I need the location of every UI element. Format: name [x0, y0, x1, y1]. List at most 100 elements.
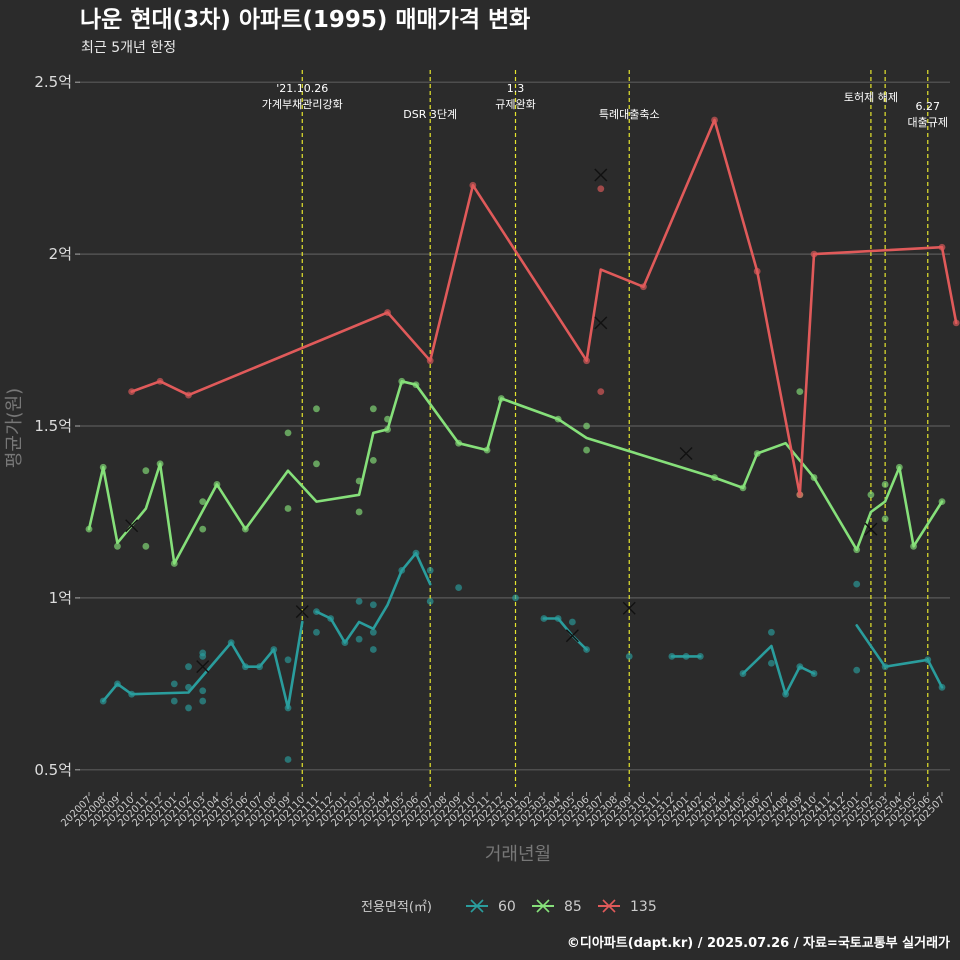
data-point — [128, 690, 136, 698]
data-point — [185, 663, 192, 671]
legend-key-cross — [470, 899, 484, 913]
y-tick-label: 2.5억 — [34, 73, 72, 91]
cross-marker — [594, 168, 608, 182]
data-point — [284, 505, 292, 512]
data-point — [796, 491, 804, 499]
series-line — [741, 644, 816, 696]
data-point — [583, 422, 590, 430]
event-label: 대출규제 — [908, 116, 948, 129]
data-point — [554, 615, 562, 622]
data-point — [156, 377, 164, 385]
cross-marker — [196, 660, 210, 674]
data-point — [313, 608, 320, 616]
data-point — [99, 697, 107, 705]
event-label: 가계부채관리강화 — [262, 98, 343, 111]
data-point — [867, 491, 875, 499]
data-point — [768, 659, 775, 667]
data-point — [455, 584, 463, 591]
data-point — [739, 484, 747, 492]
data-point — [313, 460, 320, 468]
data-point — [597, 388, 605, 396]
data-point — [554, 415, 562, 423]
legend-key-cross — [602, 899, 616, 913]
data-point — [412, 381, 420, 389]
cross-marker — [125, 519, 139, 533]
data-point — [398, 567, 406, 574]
cross-marker — [594, 316, 608, 330]
data-point — [170, 697, 178, 705]
data-point — [711, 116, 718, 124]
data-point — [369, 405, 377, 413]
data-point — [199, 697, 207, 705]
data-point — [810, 670, 818, 677]
x-axis: 2020072020082020092020102020112020122021… — [59, 792, 947, 829]
data-point — [213, 481, 221, 488]
y-tick-label: 1억 — [49, 589, 72, 607]
data-point — [512, 594, 519, 602]
y-tick-label: 0.5억 — [34, 761, 72, 779]
data-point — [99, 463, 107, 471]
data-point — [938, 243, 946, 251]
cross-marker — [679, 447, 693, 460]
data-point — [398, 377, 406, 385]
data-point — [355, 597, 363, 605]
data-point — [170, 560, 178, 567]
data-point — [241, 525, 249, 533]
cross-marker — [864, 522, 878, 536]
series-line — [855, 624, 944, 689]
data-point — [952, 319, 960, 327]
data-point — [753, 450, 761, 457]
data-point — [327, 615, 335, 622]
data-point — [256, 663, 263, 671]
data-point — [384, 309, 391, 316]
series-line — [315, 551, 432, 644]
series-line — [542, 617, 588, 651]
event-label: '21.10.26 — [276, 82, 328, 95]
data-point — [455, 439, 463, 447]
cross-marker — [565, 629, 579, 643]
data-point — [284, 656, 292, 664]
data-point — [270, 646, 278, 653]
data-point — [640, 283, 647, 291]
data-point — [938, 683, 946, 691]
data-point — [185, 704, 192, 712]
data-point — [313, 405, 320, 413]
data-point — [597, 185, 605, 193]
grid — [79, 81, 950, 771]
series-layer — [85, 116, 960, 763]
y-tick-label: 1.5억 — [34, 417, 72, 435]
data-point — [668, 652, 676, 660]
data-point — [753, 267, 761, 275]
series-60 — [99, 549, 946, 763]
series-85 — [85, 377, 946, 567]
data-point — [384, 415, 391, 423]
data-point — [227, 639, 235, 646]
data-point — [284, 756, 292, 763]
series-line — [130, 118, 958, 497]
data-point — [881, 515, 889, 523]
data-point — [142, 542, 150, 550]
data-point — [170, 680, 178, 688]
data-point — [583, 357, 590, 365]
event-label: DSR 3단계 — [403, 108, 457, 121]
data-point — [114, 680, 121, 688]
series-135 — [128, 116, 960, 499]
data-point — [739, 670, 747, 677]
data-point — [583, 446, 590, 454]
legend-label: 85 — [564, 899, 582, 915]
source-caption: ©디아파트(dapt.kr) / 2025.07.26 / 자료=국토교통부 실… — [567, 935, 950, 951]
data-point — [369, 628, 377, 636]
y-tick-label: 2억 — [49, 245, 72, 263]
data-point — [355, 477, 363, 485]
data-point — [185, 683, 192, 691]
data-point — [384, 426, 391, 433]
data-point — [355, 635, 363, 643]
data-point — [284, 429, 292, 437]
data-point — [881, 481, 889, 488]
data-point — [426, 567, 434, 574]
data-point — [796, 388, 804, 396]
event-label: 규제완화 — [495, 98, 535, 111]
event-label: 토허제 해제 — [844, 90, 898, 104]
data-point — [185, 391, 192, 399]
